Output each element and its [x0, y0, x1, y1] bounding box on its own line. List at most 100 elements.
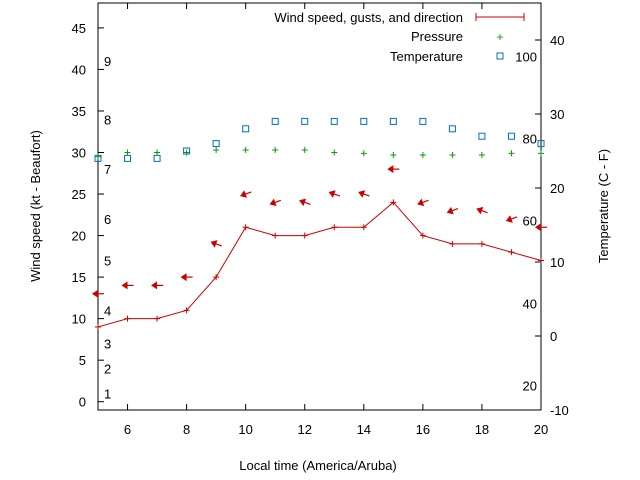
gust-arrow-head: [121, 281, 128, 290]
gust-arrow-shaft: [362, 193, 370, 197]
gust-arrow: [358, 190, 370, 198]
temperature-point: [301, 117, 309, 125]
pressure-point: [124, 149, 131, 156]
beaufort-label: 2: [104, 361, 111, 376]
gust-arrow-shaft: [421, 199, 429, 204]
pressure-point: [538, 150, 544, 157]
gust-arrow-shaft: [214, 242, 222, 247]
beaufort-label: 4: [104, 303, 111, 318]
y-tick-label-right: 20: [550, 181, 564, 196]
gust-arrow: [417, 198, 429, 207]
y-tick-label-left: 10: [72, 312, 86, 327]
pressure-point: [449, 152, 456, 159]
beaufort-label: 1: [104, 386, 111, 401]
y-axis-label-right: Temperature (C - F): [596, 149, 611, 263]
pressure-point: [95, 153, 101, 160]
gust-arrow-shaft: [451, 208, 459, 212]
wind-speed-point: [538, 257, 544, 264]
temperature-point: [271, 117, 279, 125]
temperature-point: [537, 140, 545, 148]
gust-arrow: [92, 289, 104, 298]
gust-arrow: [387, 165, 400, 174]
y-tick-label-left: 0: [79, 395, 86, 410]
temperature-point: [419, 117, 427, 125]
beaufort-label: 3: [104, 337, 111, 352]
gust-arrow: [535, 223, 547, 232]
temperature-point: [153, 154, 161, 162]
gust-arrow: [328, 190, 341, 198]
wind-speed-point: [478, 240, 485, 247]
legend-swatch-temperature: [496, 52, 504, 60]
y-tick-label-right: 40: [550, 33, 564, 48]
wind-speed-point: [154, 315, 161, 322]
legend-label-temperature: Temperature: [390, 49, 463, 64]
plot-frame: [97, 2, 542, 411]
gust-arrow-shaft: [510, 216, 518, 220]
fahrenheit-label: 100: [515, 49, 537, 64]
y-tick-label-left: 25: [72, 187, 86, 202]
temperature-point: [330, 117, 338, 125]
fahrenheit-labels: 20 40 60 80 100: [515, 49, 537, 393]
x-tick-label: 14: [357, 422, 371, 437]
gust-arrow: [151, 281, 164, 290]
gust-arrow: [180, 273, 193, 282]
temperature-point: [389, 117, 397, 125]
y-tick-label-left: 30: [72, 146, 86, 161]
pressure-point: [183, 149, 190, 156]
gust-arrow: [446, 206, 459, 215]
x-tick-label: 6: [124, 422, 131, 437]
temperature-point: [360, 117, 368, 125]
beaufort-label: 6: [104, 212, 111, 227]
temperature-point: [212, 140, 220, 148]
wind-speed-point: [449, 240, 456, 247]
y-tick-label-right: -10: [550, 403, 569, 418]
gust-arrow-head: [92, 289, 98, 298]
pressure-point: [390, 152, 397, 159]
gust-arrow: [121, 281, 134, 290]
temperature-point: [94, 154, 102, 162]
pressure-point: [360, 150, 367, 157]
wind-speed-point: [242, 224, 249, 231]
temperature-point: [242, 125, 250, 133]
temperature-point: [448, 125, 456, 133]
beaufort-label: 5: [104, 253, 111, 268]
y-tick-label-right: 30: [550, 107, 564, 122]
legend-swatch-pressure: +: [496, 30, 503, 44]
gust-arrow-shaft: [303, 201, 311, 205]
wind-speed-point: [95, 323, 101, 330]
gust-arrow: [210, 240, 222, 248]
y-tick-label-left: 15: [72, 270, 86, 285]
beaufort-label: 7: [104, 162, 111, 177]
y-tick-label-left: 35: [72, 104, 86, 119]
y-tick-label-right: 0: [550, 329, 557, 344]
y-axis-label-left: Wind speed (kt - Beaufort): [28, 130, 43, 282]
wind-speed-point: [508, 249, 515, 256]
pressure-point: [508, 150, 515, 157]
temperature-point: [478, 132, 486, 140]
gust-arrow-head: [151, 281, 158, 290]
x-tick-label: 10: [238, 422, 252, 437]
pressure-point: [301, 147, 308, 154]
pressure-point: [478, 152, 485, 159]
gust-arrow: [505, 215, 518, 223]
gust-arrow-head: [299, 198, 307, 207]
gust-arrow-head: [269, 198, 277, 207]
fahrenheit-label: 40: [523, 296, 537, 311]
gust-arrow-head: [358, 190, 366, 198]
wind-speed-point: [213, 274, 220, 281]
y-tick-label-left: 5: [79, 353, 86, 368]
gust-arrow: [240, 190, 252, 198]
wind-speed-point: [124, 315, 131, 322]
wind-speed-point: [331, 224, 338, 231]
gust-arrow: [476, 206, 488, 215]
x-tick-label: 18: [475, 422, 489, 437]
y-tick-label-left: 40: [72, 62, 86, 77]
wind-speed-point: [183, 307, 190, 314]
left-tick-labels: 0 5 10 15 20 25 30 35 40 45: [72, 21, 86, 410]
x-tick-label: 20: [534, 422, 548, 437]
gust-layer: [92, 165, 547, 298]
fahrenheit-label: 20: [523, 379, 537, 394]
beaufort-label: 8: [104, 112, 111, 127]
x-tick-label: 16: [416, 422, 430, 437]
gust-arrow-head: [417, 198, 425, 207]
